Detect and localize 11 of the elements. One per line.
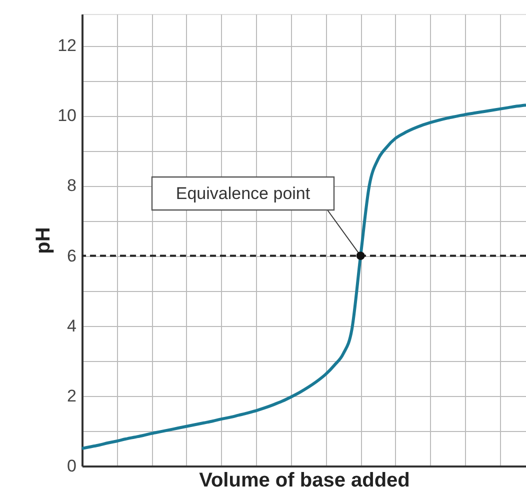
y-tick-label: 2: [67, 386, 76, 406]
line-series: [80, 104, 526, 450]
annotation: Equivalence point: [176, 184, 310, 203]
y-tick-label: 8: [67, 176, 76, 196]
y-tick-label: 4: [67, 316, 76, 336]
y-tick-label: 6: [67, 246, 76, 266]
y-tick-label: 10: [58, 106, 76, 126]
x-axis-title: Volume of base added: [199, 470, 410, 492]
y-axis-title: pH: [32, 227, 55, 254]
y-tick-label: 0: [67, 456, 76, 476]
y-tick-label: 12: [58, 36, 76, 56]
